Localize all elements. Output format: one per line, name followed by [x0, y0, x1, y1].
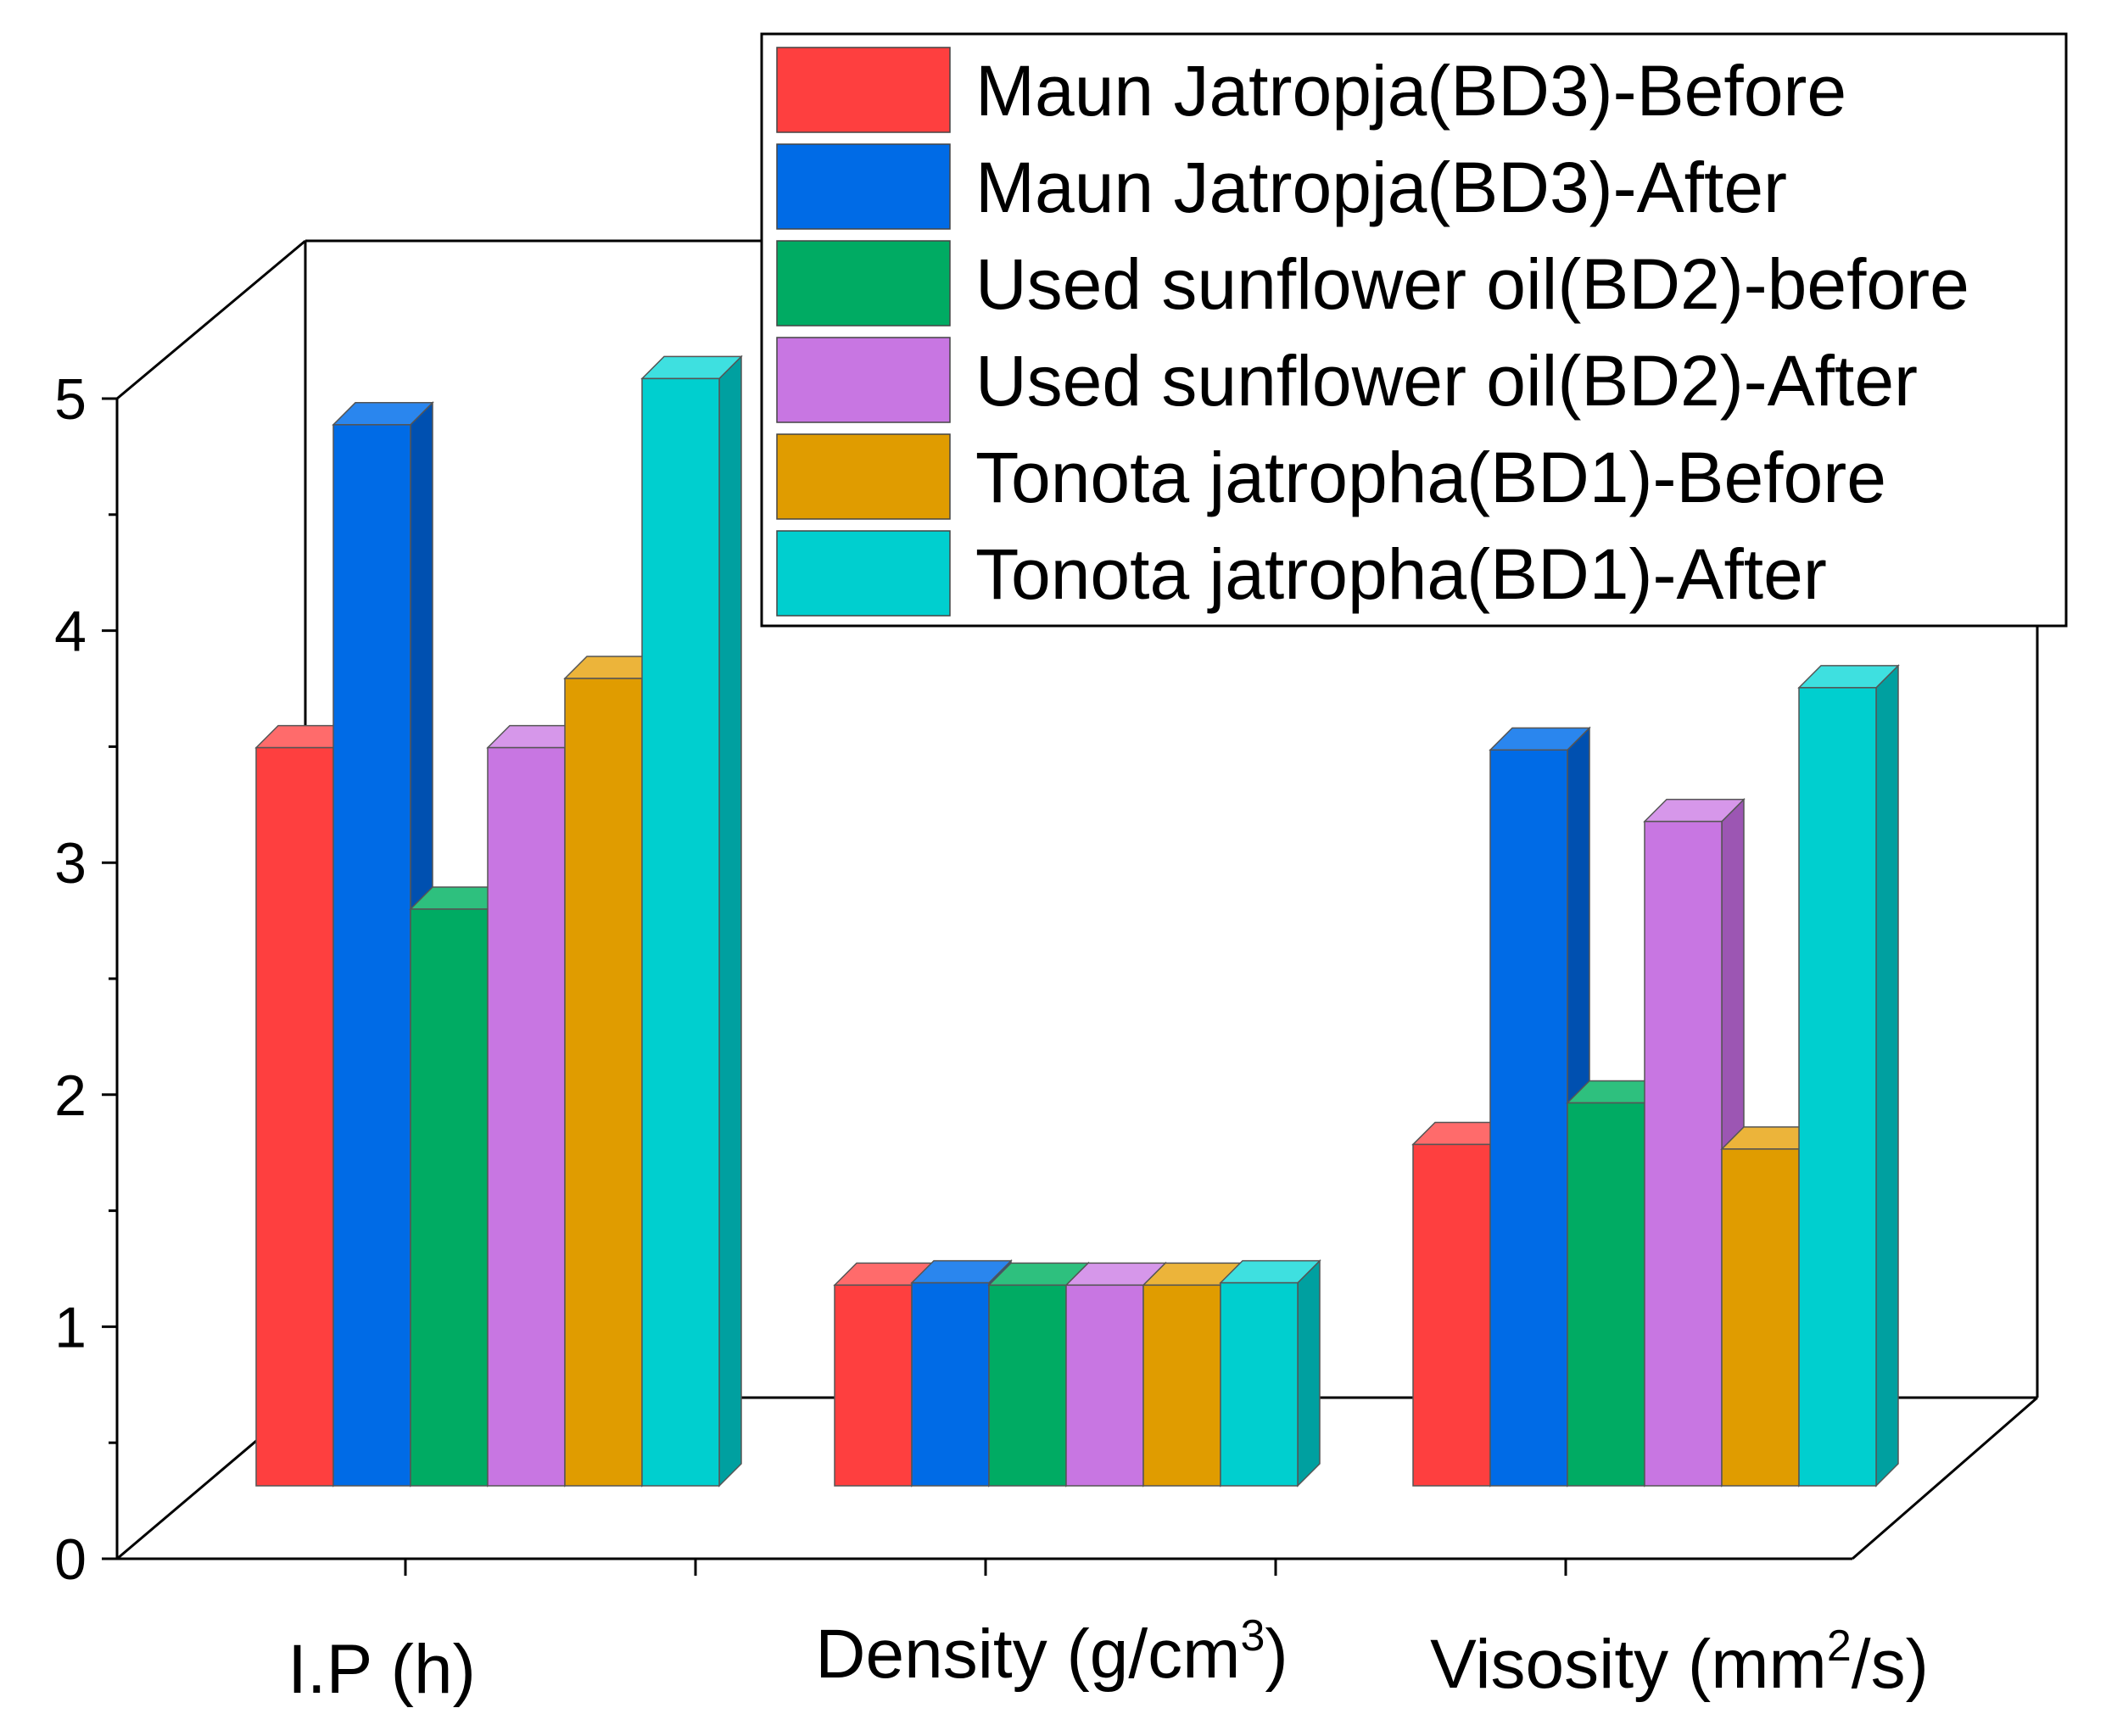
x-category-label: I.P (h): [288, 1631, 476, 1708]
y-axis: 0 1 2 3 4 5: [54, 367, 119, 1592]
legend-entry: Used sunflower oil(BD2)-before: [975, 244, 1969, 324]
legend-entry: Maun Jatropja(BD3)-After: [975, 148, 1787, 227]
bar-front: [911, 1281, 990, 1487]
bar-front: [564, 678, 643, 1487]
bar-front: [641, 377, 720, 1487]
y-tick-label: 3: [54, 831, 87, 896]
bar-front: [1721, 1148, 1800, 1487]
bar-side: [718, 354, 742, 1488]
bar-front: [1220, 1281, 1299, 1487]
bar-front: [1644, 820, 1723, 1487]
legend-swatch: [776, 337, 951, 423]
y-tick-label: 2: [54, 1063, 87, 1128]
bar-front: [487, 746, 566, 1487]
y-tick-label: 4: [54, 600, 87, 664]
legend-swatch: [776, 530, 951, 617]
legend-swatch: [776, 143, 951, 230]
bar-front: [1567, 1102, 1645, 1487]
legend-entry: Used sunflower oil(BD2)-After: [975, 341, 1918, 421]
y-tick-label: 0: [54, 1527, 87, 1592]
legend-swatch: [776, 240, 951, 327]
bar-front: [988, 1284, 1067, 1487]
bar: [640, 354, 743, 1488]
bar-front: [1065, 1284, 1144, 1487]
bar-front: [1489, 749, 1568, 1487]
bar-front: [1798, 687, 1877, 1487]
legend-swatch: [776, 433, 951, 520]
bar-front: [255, 746, 334, 1487]
bar-front: [410, 908, 489, 1487]
y-tick-label: 1: [54, 1295, 87, 1359]
x-category-label: Density (g/cm3): [815, 1611, 1288, 1693]
legend: Maun Jatropja(BD3)-Before Maun Jatropja(B…: [760, 32, 2068, 628]
bar-front: [834, 1284, 913, 1487]
bar-side: [1875, 664, 1899, 1488]
legend-entry: Tonota jatropha(BD1)-Before: [975, 438, 1886, 517]
bar: [1797, 664, 1900, 1488]
bar-front: [1142, 1284, 1221, 1487]
bar-front: [1412, 1143, 1491, 1487]
bar-front: [332, 424, 411, 1487]
legend-swatch: [776, 47, 951, 133]
bars: [254, 354, 1900, 1488]
x-category-label: Visosity (mm2/s): [1430, 1622, 1929, 1703]
y-tick-label: 5: [54, 367, 87, 432]
bar: [1219, 1259, 1321, 1488]
floor-right-edge: [1852, 1396, 2038, 1560]
x-axis: I.P (h) Density (g/cm3) Visosity (mm2/s): [117, 1557, 1929, 1708]
legend-entry: Tonota jatropha(BD1)-After: [975, 534, 1827, 614]
legend-entry: Maun Jatropja(BD3)-Before: [975, 51, 1846, 131]
legend-box: [760, 32, 2068, 628]
wall-top-diagonal: [116, 239, 306, 400]
bar-side: [1297, 1259, 1321, 1488]
